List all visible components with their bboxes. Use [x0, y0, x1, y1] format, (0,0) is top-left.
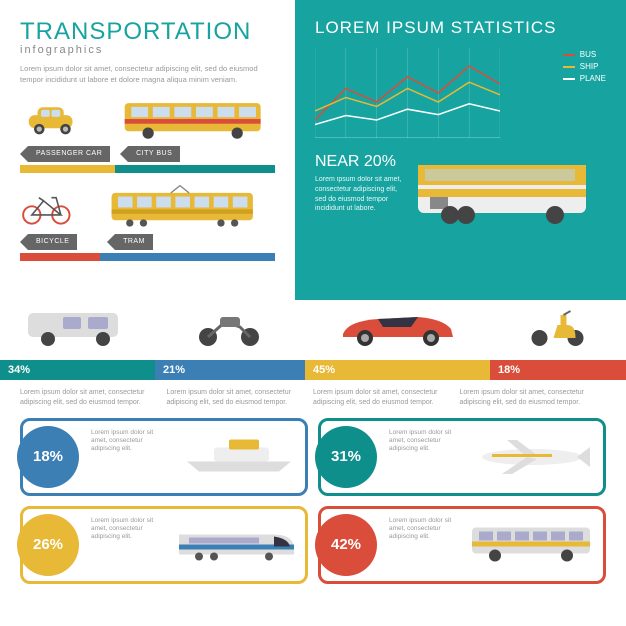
main-desc: Lorem ipsum dolor sit amet, consectetur … — [20, 64, 280, 85]
bus-label: CITY BUS — [128, 146, 180, 162]
legend-item: PLANE — [563, 74, 606, 83]
train-icon — [174, 522, 299, 567]
arrow-strip: 34% 21% 45% 18% — [0, 300, 626, 380]
progress-bar-1 — [20, 165, 275, 173]
car-label: PASSENGER CAR — [28, 146, 110, 162]
card-pct: 26% — [17, 514, 79, 576]
stats-title: LOREM IPSUM STATISTICS — [315, 18, 606, 38]
arrow-pct: 21% — [155, 360, 305, 380]
card-desc: Lorem ipsum dolor sit amet, consectetur … — [85, 421, 175, 493]
legend-item: BUS — [563, 50, 606, 59]
bicycle-icon — [20, 185, 75, 230]
arrow-desc: Lorem ipsum dolor sit amet, consectetur … — [460, 388, 607, 408]
card-desc: Lorem ipsum dolor sit amet, consectetur … — [85, 509, 175, 581]
van-icon — [23, 305, 133, 352]
card-desc: Lorem ipsum dolor sit amet, consectetur … — [383, 421, 473, 493]
left-panel: TRANSPORTATION infographics Lorem ipsum … — [0, 0, 295, 300]
yacht-icon — [179, 433, 299, 480]
arrow-pct: 34% — [0, 360, 155, 380]
cards-grid: 18% Lorem ipsum dolor sit amet, consecte… — [0, 414, 626, 599]
arrow-segment: 21% — [155, 300, 305, 380]
legend-item: SHIP — [563, 62, 606, 71]
chart-legend: BUS SHIP PLANE — [563, 50, 606, 86]
right-panel: LOREM IPSUM STATISTICS BUS SHIP PLANE NEAR… — [295, 0, 626, 300]
bus-icon — [120, 97, 270, 142]
arrow-pct: 45% — [305, 360, 490, 380]
vehicle-row-1: PASSENGER CAR CITY BUS — [20, 97, 280, 162]
car-icon — [20, 97, 90, 142]
arrow-descriptions: Lorem ipsum dolor sit amet, consectetur … — [0, 380, 626, 414]
infographic-root: TRANSPORTATION infographics Lorem ipsum … — [0, 0, 626, 626]
main-title: TRANSPORTATION — [20, 18, 280, 46]
arrow-segment: 34% — [0, 300, 155, 380]
card-pct: 42% — [315, 514, 377, 576]
stat-card: 18% Lorem ipsum dolor sit amet, consecte… — [20, 418, 308, 496]
plane-icon — [472, 432, 597, 482]
line-chart — [315, 48, 500, 138]
near-desc: Lorem ipsum dolor sit amet, consectetur … — [315, 175, 410, 214]
card-desc: Lorem ipsum dolor sit amet, consectetur … — [383, 509, 473, 581]
coach-bus-icon — [410, 153, 600, 233]
bicycle-label: BICYCLE — [28, 234, 77, 250]
arrow-pct: 18% — [490, 360, 626, 380]
stat-card: 26% Lorem ipsum dolor sit amet, consecte… — [20, 506, 308, 584]
sportcar-icon — [333, 309, 463, 352]
progress-bar-2 — [20, 253, 275, 261]
arrow-segment: 18% — [490, 300, 626, 380]
stat-card: 42% Lorem ipsum dolor sit amet, consecte… — [318, 506, 606, 584]
tram-icon — [107, 185, 262, 230]
arrow-desc: Lorem ipsum dolor sit amet, consectetur … — [167, 388, 314, 408]
scooter-icon — [526, 305, 591, 352]
card-pct: 18% — [17, 426, 79, 488]
near-title: NEAR 20% — [315, 153, 410, 171]
arrow-desc: Lorem ipsum dolor sit amet, consectetur … — [20, 388, 167, 408]
card-pct: 31% — [315, 426, 377, 488]
stat-card: 31% Lorem ipsum dolor sit amet, consecte… — [318, 418, 606, 496]
arrow-segment: 45% — [305, 300, 490, 380]
bus2-icon — [467, 521, 597, 568]
tram-label: TRAM — [115, 234, 153, 250]
vehicle-row-2: BICYCLE TRAM — [20, 185, 280, 250]
arrow-desc: Lorem ipsum dolor sit amet, consectetur … — [313, 388, 460, 408]
moto-icon — [190, 307, 270, 352]
